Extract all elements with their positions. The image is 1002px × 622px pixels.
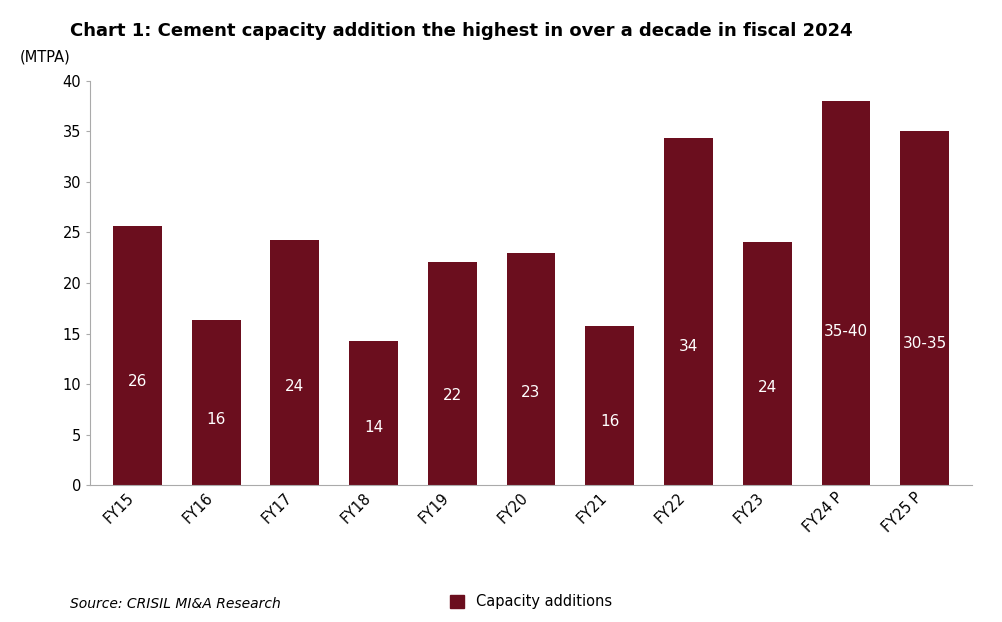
Text: 14: 14 [364, 420, 383, 435]
Bar [822, 101, 871, 485]
Text: 24: 24 [286, 379, 305, 394]
Bar [428, 262, 477, 485]
Text: 23: 23 [521, 384, 541, 400]
Bar [271, 239, 320, 485]
Bar [742, 241, 792, 485]
Text: 16: 16 [206, 412, 225, 427]
Text: Source: CRISIL MI&A Research: Source: CRISIL MI&A Research [70, 596, 281, 611]
Bar [349, 341, 398, 485]
Text: 24: 24 [758, 380, 777, 395]
Text: 35-40: 35-40 [824, 324, 868, 339]
Bar [507, 253, 555, 485]
Bar [664, 139, 712, 485]
Text: 30-35: 30-35 [903, 336, 947, 351]
Bar [585, 327, 634, 485]
Text: (MTPA): (MTPA) [20, 50, 70, 65]
Legend: Capacity additions: Capacity additions [444, 588, 618, 615]
Text: 22: 22 [443, 388, 462, 403]
Text: 34: 34 [678, 339, 698, 354]
Bar [113, 226, 161, 485]
Bar [191, 320, 240, 485]
Bar [900, 131, 949, 485]
Text: 26: 26 [127, 374, 147, 389]
Text: Chart 1: Cement capacity addition the highest in over a decade in fiscal 2024: Chart 1: Cement capacity addition the hi… [70, 22, 853, 40]
Text: 16: 16 [600, 414, 619, 429]
